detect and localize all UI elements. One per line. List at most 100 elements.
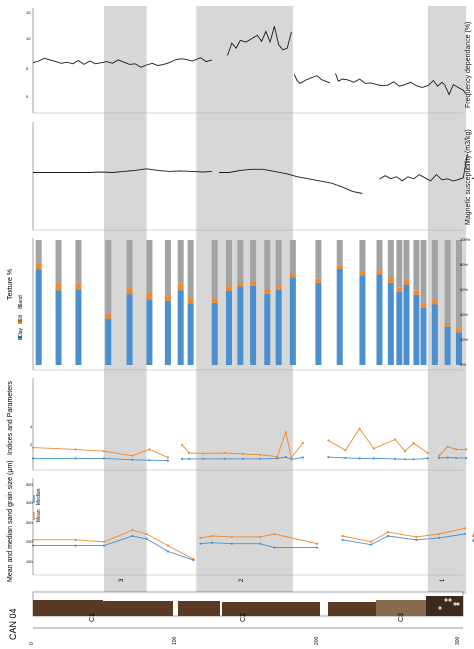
texture-bar-clay-17 — [336, 269, 343, 365]
indices-point — [148, 448, 151, 451]
indices-point — [372, 457, 375, 460]
grain-size-point — [415, 538, 418, 541]
core-clast-0 — [448, 598, 452, 602]
legend-silt: Silt — [18, 314, 24, 322]
texture-bar-sand-6 — [164, 240, 171, 295]
texture-bar-sand-2 — [75, 240, 82, 284]
grain-size-point — [463, 532, 466, 536]
core-clast-2 — [438, 606, 442, 610]
texture-bar-clay-19 — [376, 274, 383, 365]
core-segment-4 — [328, 602, 376, 616]
grain-size-point — [341, 538, 344, 541]
indices-point — [166, 459, 169, 462]
indices-point — [446, 445, 449, 448]
ytick-grain-250: 250 — [26, 539, 33, 544]
depth-tick-0: 0 — [29, 642, 35, 645]
indices-point — [426, 457, 429, 460]
ytick-texture-20: 20% — [460, 337, 468, 342]
unit-label-c3: C3 — [398, 613, 405, 622]
texture-bar-silt-0 — [35, 263, 42, 270]
indices-point — [102, 450, 106, 453]
texture-bar-silt-14 — [275, 285, 282, 290]
texture-bar-sand-8 — [187, 240, 194, 299]
indices-point — [131, 454, 134, 457]
texture-bar-clay-10 — [225, 290, 232, 365]
texture-bar-clay-16 — [315, 283, 322, 365]
grain-size-point — [386, 534, 390, 538]
ytick-texture-80: 80% — [460, 262, 468, 267]
indices-point — [412, 458, 415, 461]
indices-point — [188, 457, 191, 460]
indices-series-1-segment-2 — [328, 456, 428, 460]
texture-bar-silt-12 — [250, 281, 257, 286]
texture-bar-clay-25 — [431, 304, 438, 365]
texture-bar-sand-9 — [211, 240, 218, 299]
texture-bar-silt-23 — [413, 290, 420, 295]
texture-bar-sand-17 — [336, 240, 343, 266]
texture-bar-clay-5 — [146, 299, 153, 365]
texture-bar-silt-3 — [105, 314, 112, 319]
indices-point — [344, 456, 347, 460]
ytick-grain-150: 150 — [26, 559, 33, 564]
texture-bar-clay-14 — [275, 289, 282, 365]
texture-bar-silt-10 — [225, 286, 232, 291]
legend-swatch-silt — [18, 320, 22, 324]
core-segment-0 — [33, 600, 103, 616]
ytick-indices-2: 2 — [30, 442, 33, 447]
indices-point — [455, 448, 458, 451]
texture-bar-clay-23 — [413, 294, 420, 365]
indices-point — [358, 427, 361, 430]
indices-point — [148, 459, 151, 462]
grain-size-point — [438, 536, 441, 540]
texture-bar-silt-21 — [396, 287, 403, 292]
ytick-texture-0: 0% — [460, 362, 466, 367]
ytick-texture-40: 40% — [460, 312, 468, 317]
texture-bar-clay-12 — [250, 285, 257, 365]
ytick-indices-4: 4 — [30, 424, 33, 429]
ytick-texture-100: 100% — [460, 237, 471, 242]
ylabel-frequency: Frequency dependance (%) — [465, 22, 472, 108]
grain-size-point — [415, 535, 418, 539]
texture-bar-sand-11 — [237, 240, 244, 283]
core-clast-4 — [456, 602, 460, 606]
texture-bar-clay-9 — [211, 302, 218, 365]
indices-point — [284, 455, 287, 459]
legend-median: Median — [36, 488, 42, 505]
core-segment-3 — [222, 602, 320, 616]
grain-size-point — [386, 531, 390, 534]
indices-series-1-segment-1 — [182, 456, 303, 460]
ylabel-magnetic: Magnetic susceptibility (m3/kg) — [465, 129, 472, 225]
depth-tick-100: 100 — [172, 636, 178, 645]
texture-bar-clay-6 — [164, 300, 171, 365]
indices-series-0-segment-2 — [328, 427, 429, 454]
grain-size-point — [74, 538, 77, 541]
indices-point — [358, 457, 361, 460]
indices-series-0-segment-0 — [32, 447, 169, 458]
texture-bar-sand-4 — [126, 240, 133, 289]
texture-bar-sand-25 — [431, 240, 438, 301]
legend-clay: Clay — [18, 327, 24, 338]
texture-bar-sand-1 — [55, 240, 62, 284]
indices-point — [74, 448, 77, 451]
indices-point — [327, 439, 330, 442]
magnetic-series-0-segment-1 — [219, 168, 363, 194]
ytick-grain-350: 350 — [26, 520, 33, 525]
texture-bar-silt-16 — [315, 278, 322, 283]
grain-size-point — [31, 544, 35, 547]
grain-size-point — [192, 559, 195, 562]
indices-point — [242, 452, 245, 455]
grain-size-point — [102, 544, 106, 547]
grain-size-point — [131, 534, 134, 538]
core-segment-1 — [103, 601, 173, 616]
legend-sand: Sand — [18, 295, 24, 307]
texture-bar-clay-2 — [75, 289, 82, 365]
texture-bar-silt-4 — [126, 288, 133, 295]
magnetic-series-0-segment-0 — [33, 168, 212, 173]
magnetic-series-0-segment-2 — [379, 153, 468, 182]
texture-bar-clay-1 — [55, 290, 62, 365]
core-clast-3 — [444, 598, 448, 602]
texture-bar-silt-9 — [211, 298, 218, 303]
texture-bar-clay-21 — [396, 291, 403, 365]
ylabel-indices: Indices and Parameters — [7, 381, 14, 455]
indices-point — [403, 450, 407, 453]
